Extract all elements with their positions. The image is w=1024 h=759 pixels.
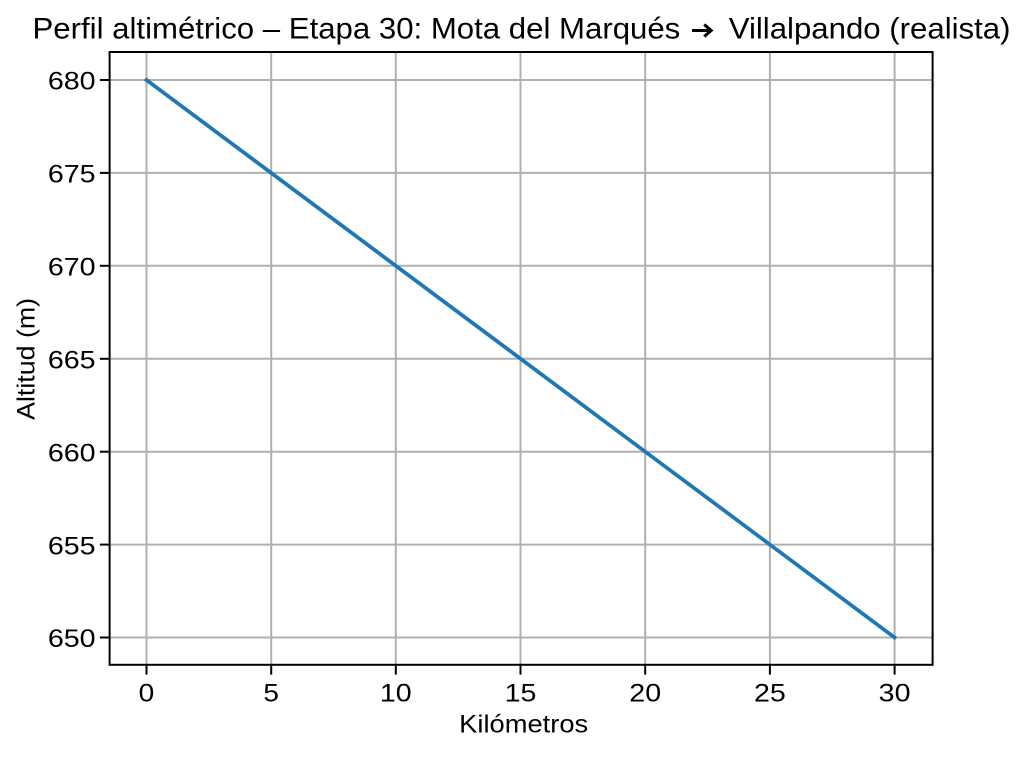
svg-text:25: 25	[754, 679, 786, 707]
svg-text:Kilómetros: Kilómetros	[459, 711, 588, 739]
svg-text:675: 675	[48, 161, 96, 189]
svg-text:665: 665	[48, 347, 96, 375]
svg-text:660: 660	[48, 439, 96, 467]
svg-text:30: 30	[879, 679, 911, 707]
svg-text:0: 0	[139, 679, 155, 707]
svg-text:15: 15	[505, 679, 537, 707]
svg-text:Altitud (m): Altitud (m)	[13, 298, 41, 420]
svg-text:650: 650	[48, 625, 96, 653]
svg-text:Perfil altimétrico – Etapa 30:: Perfil altimétrico – Etapa 30: Mota del …	[33, 13, 1011, 46]
svg-text:20: 20	[629, 679, 661, 707]
svg-text:670: 670	[48, 254, 96, 282]
svg-text:655: 655	[48, 532, 96, 560]
svg-text:680: 680	[48, 68, 96, 96]
svg-text:5: 5	[263, 679, 279, 707]
svg-text:10: 10	[380, 679, 412, 707]
